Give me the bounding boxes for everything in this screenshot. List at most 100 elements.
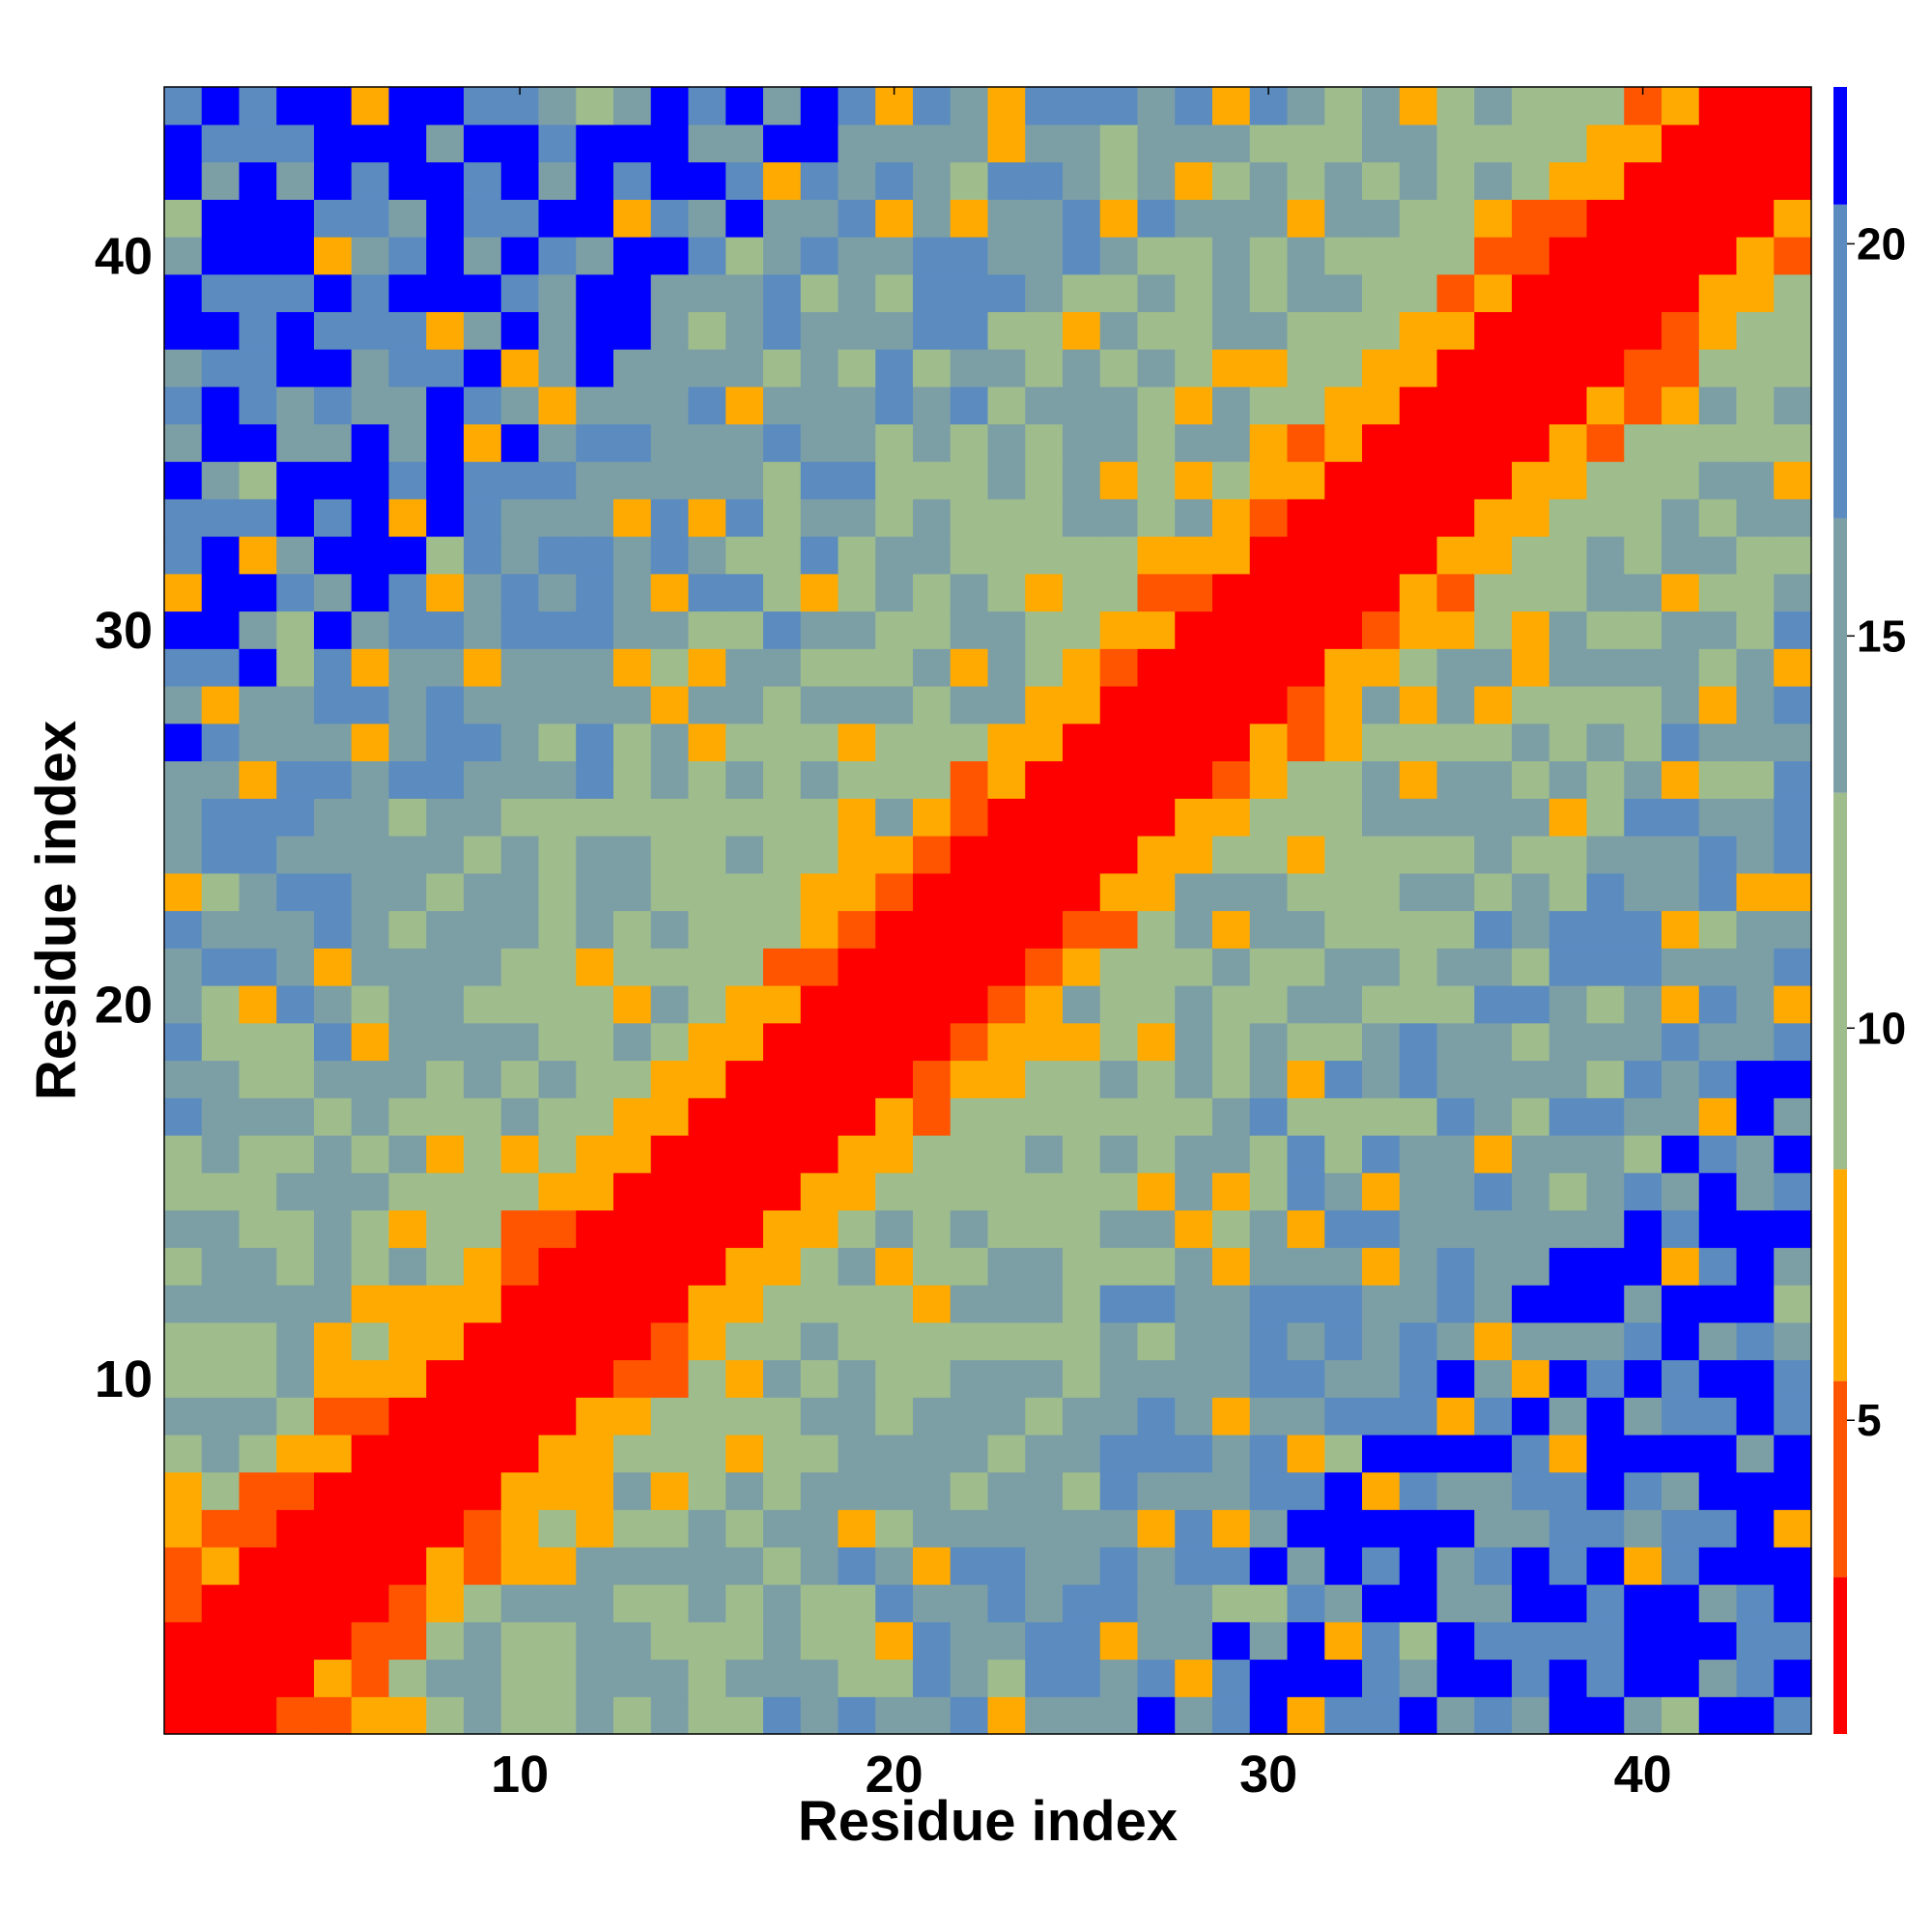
heatmap-cell [1624, 573, 1662, 612]
heatmap-cell [464, 1547, 502, 1585]
heatmap-cell [1324, 1547, 1363, 1585]
heatmap-cell [1399, 573, 1438, 612]
heatmap-cell [1249, 1435, 1289, 1473]
heatmap-cell [1512, 1022, 1550, 1062]
heatmap-cell [838, 686, 876, 724]
heatmap-cell [239, 498, 277, 537]
heatmap-cell [1399, 1247, 1438, 1286]
heatmap-cell [351, 1172, 390, 1211]
heatmap-cell [613, 1471, 652, 1511]
heatmap-cell [950, 1659, 989, 1697]
heatmap-cell [276, 1696, 315, 1735]
heatmap-cell [1399, 1060, 1438, 1098]
heatmap-cell [987, 611, 1026, 649]
heatmap-cell [1212, 648, 1251, 687]
heatmap-cell [987, 87, 1026, 126]
heatmap-cell [950, 611, 989, 649]
heatmap-cell [1099, 1397, 1139, 1435]
heatmap-cell [1512, 349, 1550, 387]
heatmap-cell [1137, 1659, 1176, 1697]
heatmap-cell [201, 124, 241, 163]
heatmap-cell [987, 1659, 1026, 1697]
heatmap-cell [1212, 723, 1251, 762]
heatmap-cell [1698, 1097, 1738, 1136]
heatmap-cell [426, 872, 465, 912]
heatmap-cell [1175, 1022, 1213, 1062]
heatmap-cell [688, 1135, 726, 1174]
heatmap-cell [1698, 872, 1738, 912]
heatmap-cell [1736, 311, 1775, 350]
heatmap-cell [1063, 1509, 1101, 1548]
heatmap-cell [1099, 1022, 1139, 1062]
heatmap-cell [1774, 536, 1812, 575]
heatmap-cell [650, 1097, 690, 1136]
heatmap-cell [1212, 386, 1251, 425]
heatmap-cell [1736, 461, 1775, 499]
heatmap-cell [688, 836, 726, 874]
heatmap-cell [1324, 573, 1363, 612]
heatmap-cell [500, 648, 540, 687]
heatmap-cell [1512, 1584, 1550, 1623]
heatmap-cell [1698, 273, 1738, 313]
heatmap-cell [500, 836, 540, 874]
heatmap-cell [1324, 1359, 1363, 1398]
heatmap-cell [1698, 723, 1738, 762]
heatmap-cell [838, 87, 876, 126]
heatmap-cell [314, 1135, 353, 1174]
heatmap-cell [1287, 1584, 1325, 1623]
heatmap-cell [1624, 1696, 1662, 1735]
heatmap-cell [1137, 1022, 1176, 1062]
heatmap-cell [1287, 1172, 1325, 1211]
heatmap-cell [201, 1547, 241, 1585]
heatmap-cell [838, 1359, 876, 1398]
heatmap-cell [239, 199, 277, 238]
heatmap-cell [1586, 199, 1625, 238]
heatmap-cell [725, 573, 764, 612]
heatmap-cell [987, 1621, 1026, 1661]
heatmap-cell [800, 686, 839, 724]
heatmap-cell [1362, 1209, 1401, 1248]
heatmap-cell [201, 536, 241, 575]
heatmap-cell [1698, 386, 1738, 425]
heatmap-cell [875, 611, 914, 649]
heatmap-cell [276, 1584, 315, 1623]
heatmap-cell [164, 1397, 203, 1435]
heatmap-cell [763, 1509, 802, 1548]
heatmap-cell [763, 686, 802, 724]
heatmap-cell [1512, 311, 1550, 350]
heatmap-cell [838, 1060, 876, 1098]
heatmap-cell [1586, 1285, 1625, 1323]
heatmap-cell [613, 349, 652, 387]
heatmap-cell [351, 349, 390, 387]
heatmap-cell [201, 1247, 241, 1286]
heatmap-cell [763, 237, 802, 275]
heatmap-cell [1774, 423, 1812, 463]
heatmap-cell [1249, 237, 1289, 275]
heatmap-cell [538, 423, 577, 463]
heatmap-cell [613, 1359, 652, 1398]
heatmap-cell [500, 199, 540, 238]
heatmap-cell [538, 1584, 577, 1623]
heatmap-cell [725, 948, 764, 986]
heatmap-cell [351, 199, 390, 238]
heatmap-cell [164, 1659, 203, 1697]
heatmap-cell [1436, 573, 1475, 612]
heatmap-cell [875, 910, 914, 949]
heatmap-cell [1436, 498, 1475, 537]
heatmap-cell [1399, 1621, 1438, 1661]
heatmap-cell [1063, 723, 1101, 762]
heatmap-cell [576, 798, 614, 837]
heatmap-cell [1137, 273, 1176, 313]
heatmap-cell [576, 1509, 614, 1548]
heatmap-cell [1025, 349, 1064, 387]
heatmap-cell [164, 1097, 203, 1136]
heatmap-cell [538, 1060, 577, 1098]
heatmap-cell [388, 161, 427, 200]
heatmap-cell [1586, 1471, 1625, 1511]
heatmap-cell [650, 124, 690, 163]
heatmap-cell [875, 311, 914, 350]
heatmap-cell [464, 349, 502, 387]
heatmap-cell [1099, 1209, 1139, 1248]
heatmap-cell [650, 1397, 690, 1435]
heatmap-cell [1774, 1172, 1812, 1211]
